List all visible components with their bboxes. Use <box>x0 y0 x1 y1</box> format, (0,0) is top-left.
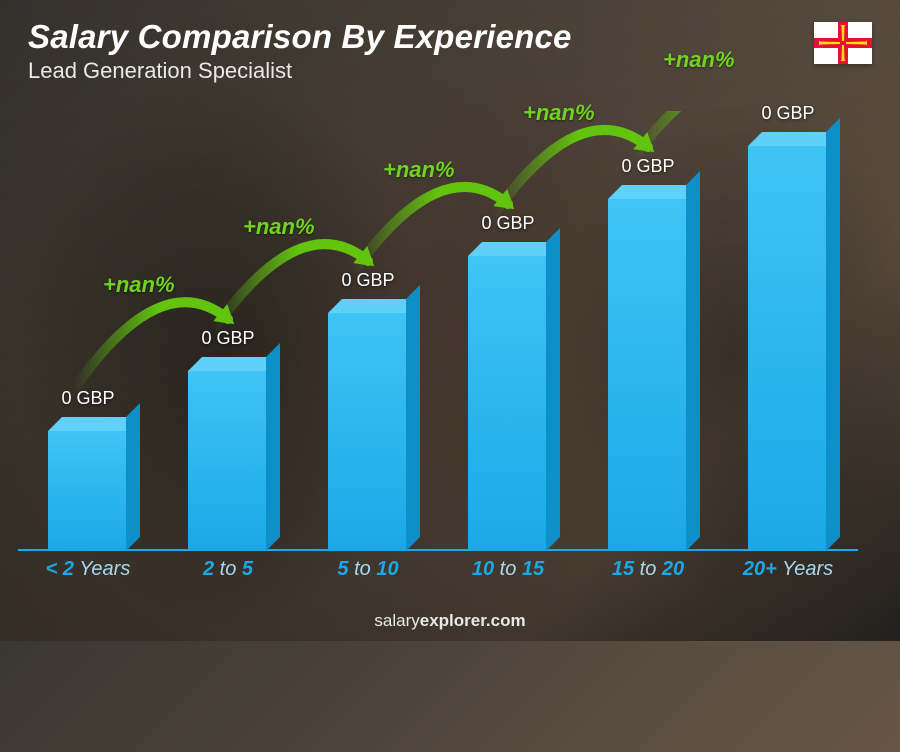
bar-value-label: 0 GBP <box>341 270 394 291</box>
bar-value-label: 0 GBP <box>201 328 254 349</box>
country-flag-icon <box>814 22 872 64</box>
x-axis-label: 20+ Years <box>718 558 858 581</box>
bar-chart: 0 GBP < 2 Years 0 GBP 2 to 5 0 GBP 5 to 10 0 G… <box>18 111 858 581</box>
growth-arc-label: +nan% <box>523 100 595 126</box>
growth-arc-label: +nan% <box>103 272 175 298</box>
chart-header: Salary Comparison By Experience Lead Gen… <box>28 18 572 84</box>
bar <box>748 146 826 551</box>
footer-suffix: explorer.com <box>420 611 526 630</box>
bar-value-label: 0 GBP <box>761 103 814 124</box>
bar <box>328 313 406 551</box>
x-axis-label: < 2 Years <box>18 558 158 581</box>
bar <box>468 256 546 551</box>
growth-arc-label: +nan% <box>383 157 455 183</box>
chart-baseline <box>18 549 858 551</box>
chart-subtitle: Lead Generation Specialist <box>28 58 572 84</box>
x-axis-label: 15 to 20 <box>578 558 718 581</box>
chart-title: Salary Comparison By Experience <box>28 18 572 56</box>
bar <box>608 199 686 551</box>
bar-value-label: 0 GBP <box>621 156 674 177</box>
bar-value-label: 0 GBP <box>481 213 534 234</box>
bar <box>48 431 126 551</box>
bar <box>188 371 266 551</box>
growth-arc-label: +nan% <box>243 214 315 240</box>
footer-prefix: salary <box>374 611 419 630</box>
bar-value-label: 0 GBP <box>61 388 114 409</box>
x-axis-label: 5 to 10 <box>298 558 438 581</box>
footer-attribution: salaryexplorer.com <box>0 611 900 631</box>
x-axis-label: 10 to 15 <box>438 558 578 581</box>
growth-arc-label: +nan% <box>663 47 735 73</box>
x-axis-label: 2 to 5 <box>158 558 298 581</box>
